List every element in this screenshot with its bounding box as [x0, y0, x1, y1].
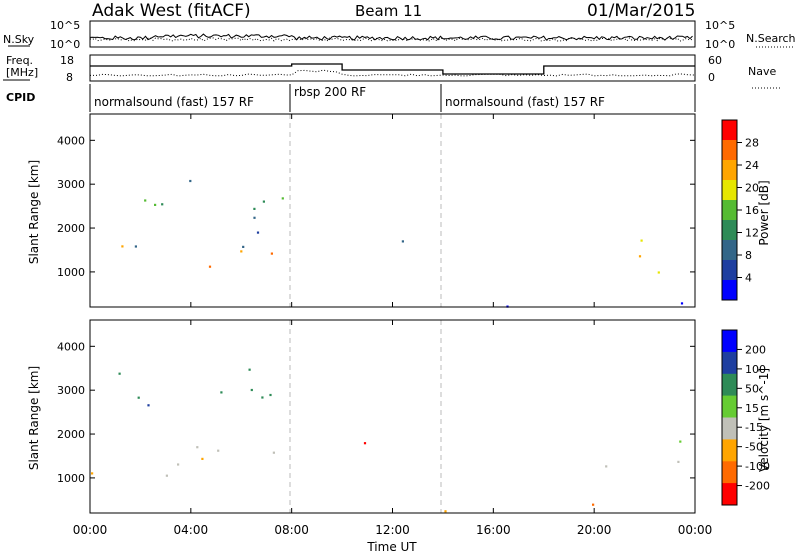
- colorbar-tick-label: 28: [745, 137, 759, 150]
- x-tick-label: 00:00: [678, 523, 713, 537]
- nave-tick-bottom: 0: [708, 71, 715, 84]
- colorbar-tick-label: -15: [745, 421, 763, 434]
- noise-right-tick-bottom: 10^0: [705, 38, 735, 51]
- cpid-segment-label: normalsound (fast) 157 RF: [94, 95, 254, 109]
- freq-panel: Freq. [MHz] 18 8 60 0 Nave: [3, 54, 780, 89]
- colorbar-tick-label: 20: [745, 182, 759, 195]
- noise-right-label: N.Search: [746, 32, 796, 45]
- power-colorbar: 28 24 20 16 12 8 4 Power [dB]: [721, 119, 771, 301]
- y-tick-label: 2000: [57, 222, 85, 235]
- freq-tick-bottom: 8: [66, 71, 73, 84]
- noise-panel: N.Sky 10^5 10^0 10^5 10^0 N.Search: [3, 19, 796, 51]
- scatter-region: [363, 442, 367, 445]
- colorbar-tick-label: 8: [745, 249, 752, 262]
- power-colorbar-label: Power [dB]: [757, 180, 771, 245]
- velocity-y-axis: 1000 2000 3000 4000: [57, 340, 695, 485]
- scatter-region: [401, 240, 404, 243]
- freq-label-1: Freq.: [6, 54, 33, 67]
- y-tick-label: 1000: [57, 472, 85, 485]
- scatter-region: [134, 231, 260, 248]
- velocity-y-label: Slant Range [km]: [27, 366, 41, 470]
- freq-tick-top: 18: [60, 54, 74, 67]
- colorbar-tick-label: 24: [745, 159, 759, 172]
- date-title: 01/Mar/2015: [587, 1, 695, 21]
- power-scatter: [121, 179, 684, 308]
- cpid-segment-label: rbsp 200 RF: [294, 85, 366, 99]
- cpid-segment-label: normalsound (fast) 157 RF: [445, 95, 605, 109]
- y-tick-label: 4000: [57, 340, 85, 353]
- colorbar-tick-label: 16: [745, 204, 759, 217]
- scatter-region: [638, 239, 660, 274]
- cpid-label: CPID: [6, 91, 35, 104]
- power-y-label: Slant Range [km]: [27, 160, 41, 264]
- x-tick-label: 12:00: [375, 523, 410, 537]
- nave-label: Nave: [748, 65, 776, 78]
- noise-sky-series: [89, 33, 693, 41]
- y-tick-label: 3000: [57, 384, 85, 397]
- cpid-strip: CPID normalsound (fast) 157 RF rbsp 200 …: [6, 84, 696, 112]
- colorbar-tick-label: -100: [745, 460, 770, 473]
- scatter-region: [91, 457, 204, 477]
- colorbar-tick-label: 50: [745, 382, 759, 395]
- colorbar-tick-label: 4: [745, 272, 752, 285]
- colorbar-tick-label: 12: [745, 227, 759, 240]
- scatter-region: [144, 179, 284, 219]
- noise-left-tick-top: 10^5: [50, 19, 80, 32]
- x-axis: 00:00 04:00 08:00 12:00 16:00 20:00 00:00: [73, 114, 713, 537]
- colorbar-tick-label: -200: [745, 480, 770, 493]
- scatter-region: [118, 368, 272, 407]
- power-y-axis: 1000 2000 3000 4000: [57, 134, 695, 279]
- colorbar-tick-label: 15: [745, 402, 759, 415]
- scatter-region: [196, 446, 275, 454]
- velocity-colorbar: 200 100 50 15 -15 -50 -100 -200 Velocity [m s^-…: [721, 329, 771, 506]
- colorbar-tick-label: 100: [745, 363, 766, 376]
- freq-label-2: [MHz]: [6, 66, 38, 79]
- x-tick-label: 00:00: [73, 523, 108, 537]
- velocity-panel: 1000 2000 3000 4000 Slant Range [km]: [27, 319, 696, 514]
- noise-left-label: N.Sky: [3, 33, 35, 46]
- scatter-region: [121, 245, 273, 268]
- x-axis-label: Time UT: [366, 540, 417, 554]
- y-tick-label: 4000: [57, 134, 85, 147]
- y-tick-label: 2000: [57, 428, 85, 441]
- velocity-scatter: [91, 368, 682, 513]
- noise-right-tick-top: 10^5: [705, 19, 735, 32]
- x-tick-label: 16:00: [476, 523, 511, 537]
- power-panel: 1000 2000 3000 4000 Slant Range [km]: [27, 113, 696, 308]
- noise-left-tick-bottom: 10^0: [50, 38, 80, 51]
- x-tick-label: 04:00: [174, 523, 209, 537]
- beam-title: Beam 11: [355, 2, 422, 20]
- colorbar-tick-label: 200: [745, 343, 766, 356]
- x-tick-label: 08:00: [274, 523, 309, 537]
- freq-series: [90, 63, 695, 75]
- nave-tick-top: 60: [708, 54, 722, 67]
- site-title: Adak West (fitACF): [92, 1, 251, 21]
- x-tick-label: 20:00: [577, 523, 612, 537]
- colorbar-tick-label: -50: [745, 441, 763, 454]
- velocity-colorbar-label: Velocity [m s^-1]: [757, 368, 771, 472]
- scatter-region: [605, 440, 682, 468]
- nave-series: [90, 69, 696, 77]
- scatter-region: [444, 503, 595, 513]
- y-tick-label: 3000: [57, 178, 85, 191]
- y-tick-label: 1000: [57, 266, 85, 279]
